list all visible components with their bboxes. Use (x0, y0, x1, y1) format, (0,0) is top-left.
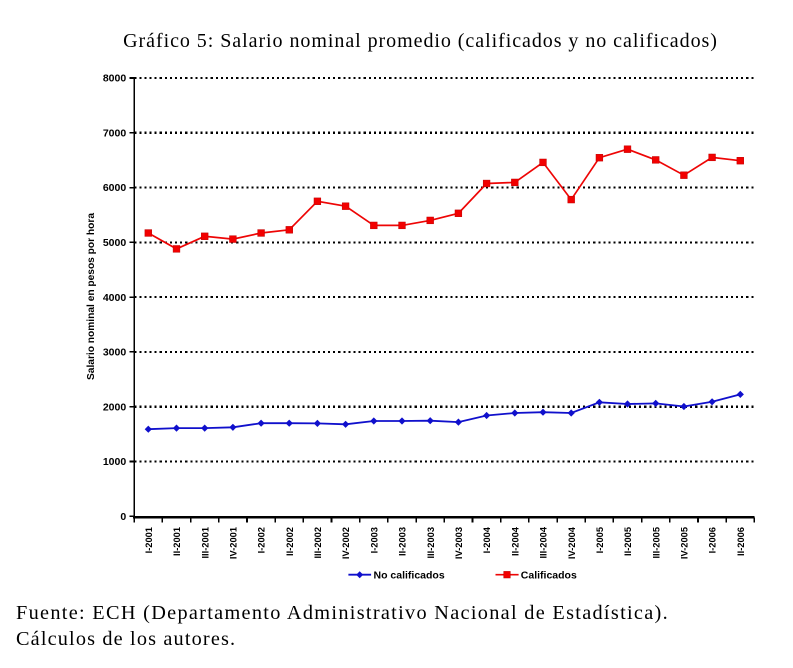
svg-text:7000: 7000 (103, 127, 127, 139)
svg-text:Salario nominal en pesos por h: Salario nominal en pesos por hora (86, 213, 97, 380)
svg-text:I-2002: I-2002 (257, 527, 267, 553)
svg-text:III-2001: III-2001 (200, 527, 210, 559)
svg-text:III-2004: III-2004 (539, 526, 549, 558)
svg-text:8000: 8000 (103, 73, 127, 85)
svg-text:II-2005: II-2005 (623, 527, 633, 556)
svg-text:3000: 3000 (103, 347, 127, 359)
svg-text:I-2005: I-2005 (595, 527, 605, 553)
svg-text:IV-2001: IV-2001 (229, 527, 239, 559)
svg-text:III-2002: III-2002 (313, 527, 323, 559)
svg-text:IV-2005: IV-2005 (680, 527, 690, 559)
svg-text:II-2002: II-2002 (285, 527, 295, 556)
svg-text:1000: 1000 (103, 456, 127, 468)
svg-text:4000: 4000 (103, 292, 127, 304)
svg-text:II-2003: II-2003 (398, 527, 408, 556)
svg-text:I-2004: I-2004 (482, 526, 492, 553)
svg-text:II-2001: II-2001 (172, 527, 182, 556)
svg-text:6000: 6000 (103, 182, 127, 194)
svg-text:IV-2003: IV-2003 (454, 527, 464, 559)
svg-text:IV-2004: IV-2004 (567, 526, 577, 559)
svg-text:Calificados: Calificados (521, 570, 577, 582)
svg-text:II-2006: II-2006 (736, 527, 746, 556)
svg-text:II-2004: II-2004 (510, 526, 520, 556)
svg-text:0: 0 (120, 511, 126, 523)
svg-text:5000: 5000 (103, 237, 127, 249)
svg-text:IV-2002: IV-2002 (341, 527, 351, 559)
svg-text:III-2005: III-2005 (651, 527, 661, 559)
svg-text:I-2006: I-2006 (708, 527, 718, 553)
svg-text:I-2001: I-2001 (144, 527, 154, 553)
svg-text:No calificados: No calificados (374, 570, 445, 582)
svg-text:III-2003: III-2003 (426, 527, 436, 559)
svg-text:2000: 2000 (103, 401, 127, 413)
svg-text:I-2003: I-2003 (369, 527, 379, 553)
